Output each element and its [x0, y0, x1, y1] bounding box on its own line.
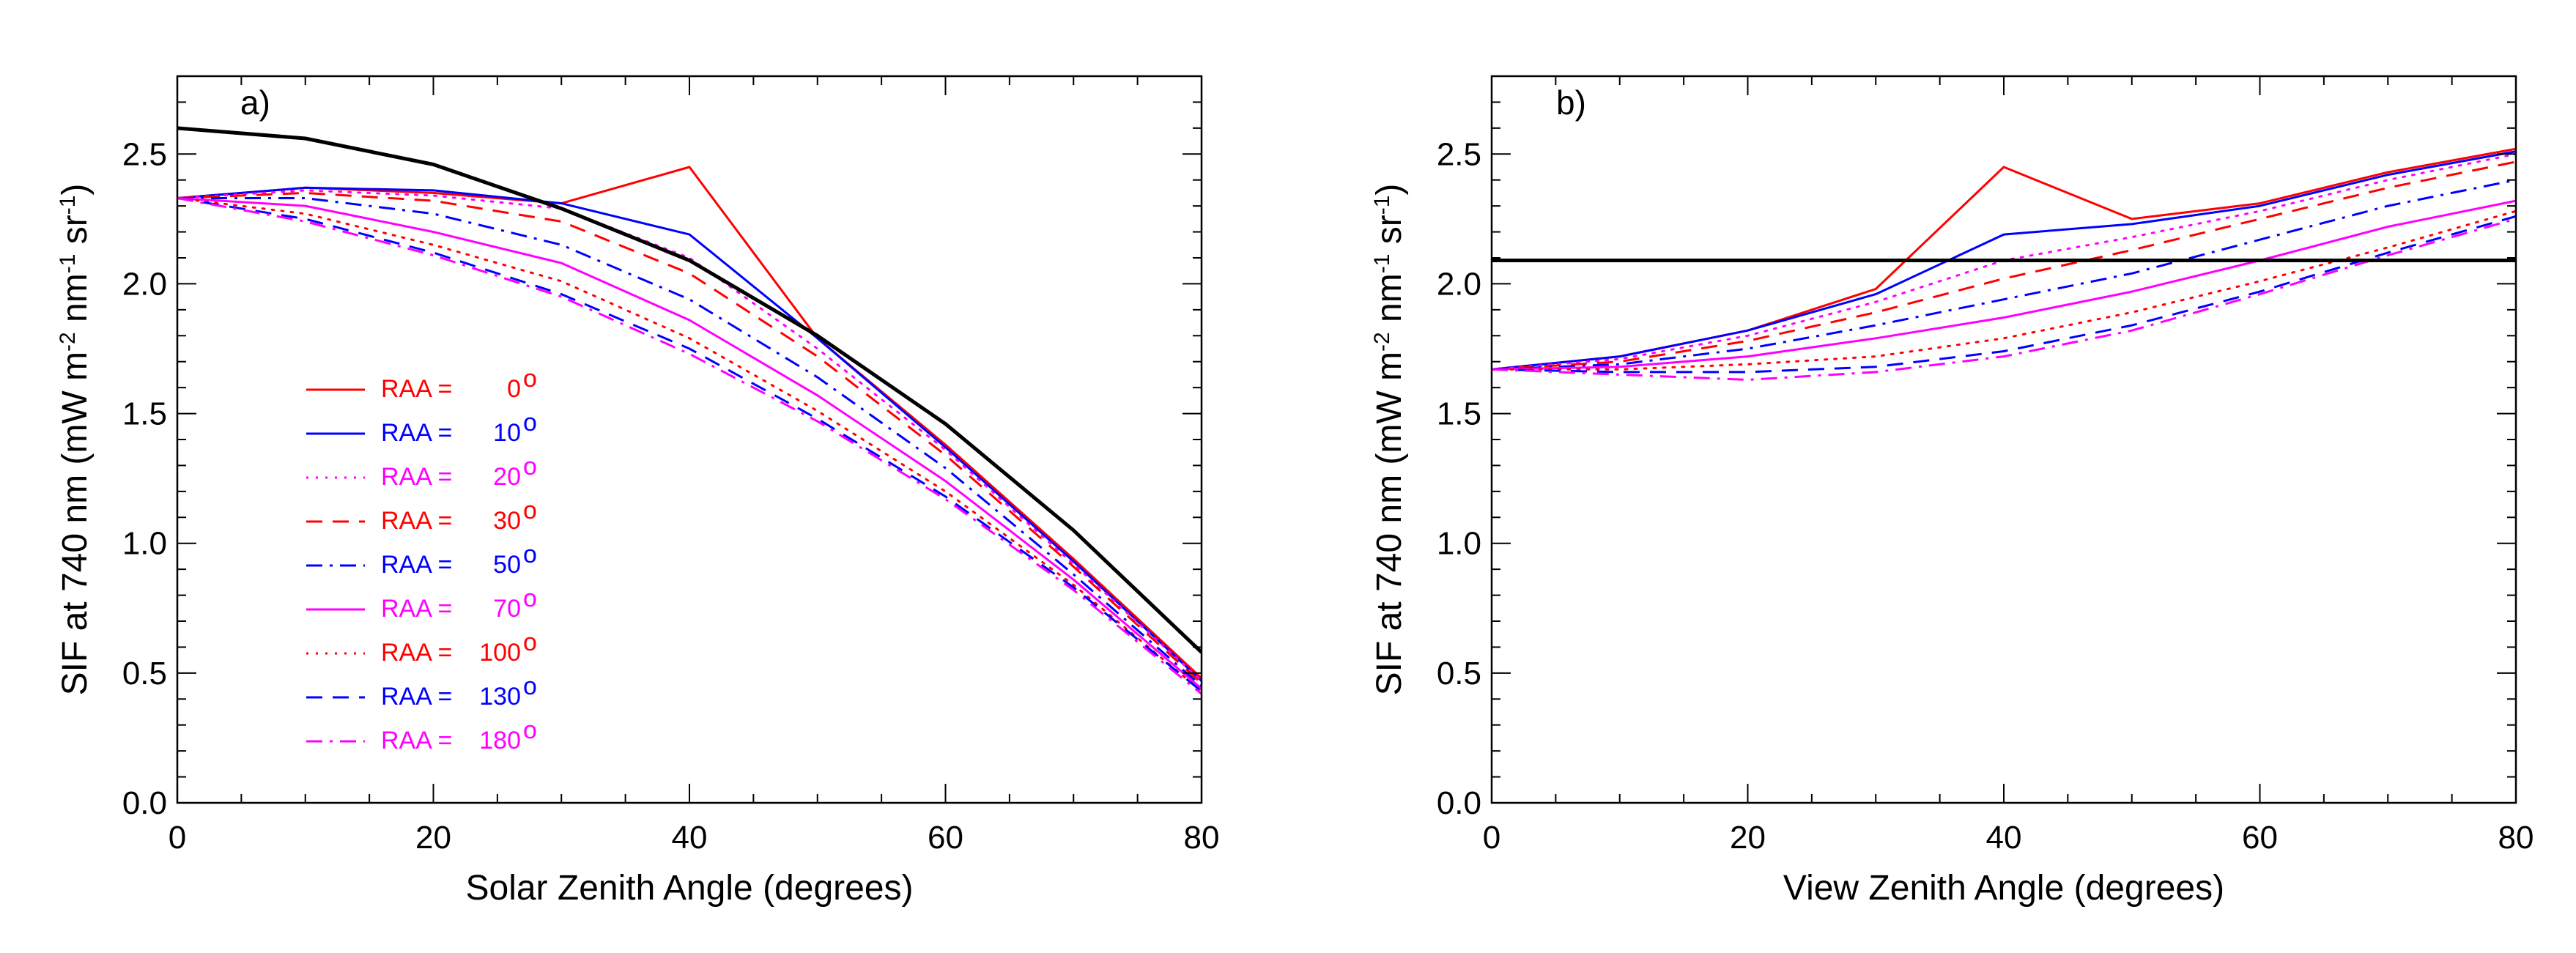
legend-label: RAA =	[381, 507, 452, 535]
legend-degree-mark: o	[523, 672, 537, 700]
series-line-4	[1492, 179, 2516, 371]
series-line-7	[177, 197, 1202, 692]
chart-panel-b: 0 20 40 60 80 0.0 0.5 1.0 1.5 2.0 2.5 View Zenith A…	[1370, 75, 2534, 908]
x-tick-label: 20	[1730, 820, 1766, 856]
series-group	[177, 126, 1202, 695]
x-tick-label: 40	[672, 820, 708, 856]
series-line-5	[1492, 199, 2516, 371]
legend-label: RAA =	[381, 595, 452, 623]
legend-label: RAA =	[381, 419, 452, 447]
series-line-1	[177, 186, 1202, 682]
chart-panel-a: 0 20 40 60 80 0.0 0.5 1.0 1.5 2.0 2.5 Solar Zenith …	[56, 75, 1220, 908]
series-line-4	[177, 197, 1202, 687]
legend-angle: 130	[479, 683, 521, 711]
legend-label: RAA =	[381, 375, 452, 403]
legend-degree-mark: o	[523, 453, 537, 481]
legend-degree-mark: o	[523, 409, 537, 437]
y-tick-label: 1.0	[1437, 526, 1481, 562]
y-tick-label: 0.0	[1437, 785, 1481, 821]
y-tick-label: 2.5	[1437, 136, 1481, 172]
x-tick-label: 0	[169, 820, 186, 856]
panel-label: b)	[1556, 84, 1586, 122]
y-tick-label: 0.0	[122, 785, 167, 821]
series-line-8	[177, 197, 1202, 695]
series-line-3	[177, 191, 1202, 685]
legend-degree-mark: o	[523, 365, 537, 393]
series-line-9	[177, 126, 1202, 654]
series-line-7	[1492, 215, 2516, 374]
legend-degree-mark: o	[523, 628, 537, 656]
y-tick-label: 2.0	[1437, 266, 1481, 302]
y-tick-label: 1.5	[1437, 396, 1481, 432]
x-tick-label: 40	[1986, 820, 2022, 856]
x-tick-label: 20	[415, 820, 451, 856]
legend-angle: 0	[507, 375, 521, 403]
legend-angle: 100	[479, 639, 521, 667]
y-tick-label: 1.0	[122, 526, 167, 562]
legend-angle: 30	[493, 507, 521, 535]
legend-degree-mark: o	[523, 541, 537, 568]
series-line-8	[1492, 218, 2516, 381]
legend-label: RAA =	[381, 727, 452, 754]
y-tick-label: 1.5	[122, 396, 167, 432]
legend-angle: 70	[493, 595, 521, 623]
series-line-5	[177, 197, 1202, 690]
y-axis-title: SIF at 740 nm (mW m-2 nm-1 sr-1)	[56, 184, 95, 696]
legend-angle: 20	[493, 463, 521, 491]
legend-degree-mark: o	[523, 585, 537, 612]
x-axis-title: Solar Zenith Angle (degrees)	[465, 869, 913, 908]
y-tick-label: 2.0	[122, 266, 167, 302]
legend-degree-mark: o	[523, 497, 537, 524]
legend-label: RAA =	[381, 551, 452, 579]
x-tick-label: 0	[1483, 820, 1500, 856]
legend-angle: 10	[493, 419, 521, 447]
legend-label: RAA =	[381, 639, 452, 667]
y-tick-label: 0.5	[122, 656, 167, 691]
legend-label: RAA =	[381, 683, 452, 711]
y-tick-label: 0.5	[1437, 656, 1481, 691]
x-tick-label: 80	[2498, 820, 2534, 856]
panel-label: a)	[240, 84, 270, 122]
legend-angle: 180	[479, 727, 521, 754]
legend-degree-mark: o	[523, 716, 537, 744]
x-tick-label: 60	[2242, 820, 2278, 856]
series-line-6	[1492, 209, 2516, 371]
x-axis-title: View Zenith Angle (degrees)	[1783, 869, 2224, 908]
series-group	[1492, 147, 2516, 381]
y-tick-label: 2.5	[122, 136, 167, 172]
y-axis-title: SIF at 740 nm (mW m-2 nm-1 sr-1)	[1370, 184, 1410, 696]
series-line-6	[177, 197, 1202, 693]
series-line-1	[1492, 150, 2516, 371]
series-line-3	[1492, 160, 2516, 371]
series-line-2	[177, 189, 1202, 682]
x-tick-label: 80	[1184, 820, 1220, 856]
legend-angle: 50	[493, 551, 521, 579]
legend-label: RAA =	[381, 463, 452, 491]
x-tick-label: 60	[928, 820, 963, 856]
